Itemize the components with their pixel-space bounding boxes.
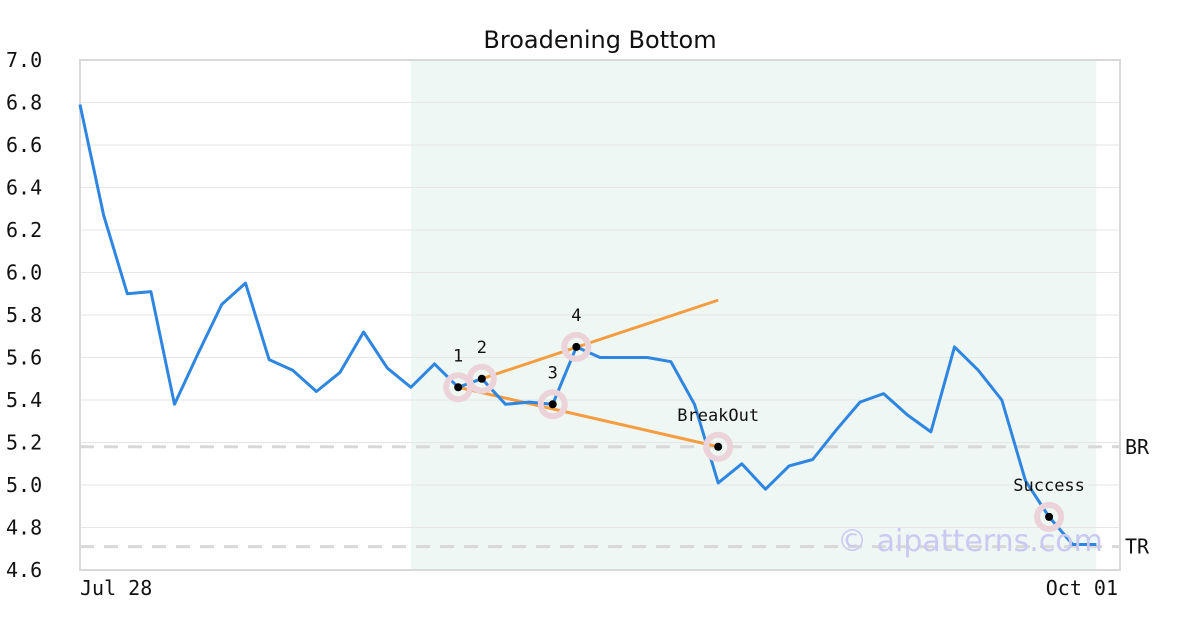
marker-halo	[466, 363, 497, 394]
trendline	[457, 385, 719, 449]
y-tick-label: 6.4	[6, 176, 42, 200]
annotation-label: 1	[453, 346, 463, 366]
y-axis: 7.0 6.8 6.6 6.4 6.2 6.0 5.8 5.6 5.4 5.2 5.0 4.8 4.6	[6, 48, 42, 582]
trendline	[481, 298, 719, 381]
y-tick-label: 5.2	[6, 431, 42, 455]
y-tick-label: 5.8	[6, 303, 42, 327]
level-lines: BR TR	[80, 435, 1150, 559]
x-tick-label-last: Oct 01	[1046, 576, 1118, 600]
annotation-label: 4	[571, 306, 581, 326]
y-tick-label: 5.0	[6, 473, 42, 497]
watermark: © aipatterns.com	[837, 524, 1103, 559]
marker-dot	[1045, 512, 1054, 521]
marker-dot	[454, 383, 463, 392]
y-tick-label: 6.0	[6, 261, 42, 285]
x-axis: Jul 28 Oct 01	[80, 576, 1118, 600]
marker-dot	[477, 374, 486, 383]
level-label-tr: TR	[1125, 535, 1150, 559]
level-label-br: BR	[1125, 435, 1150, 459]
annotation-label: BreakOut	[677, 406, 759, 426]
marker-halo	[1034, 501, 1065, 532]
marker-dot	[548, 400, 557, 409]
marker-dot	[714, 442, 723, 451]
chart-title: Broadening Bottom	[483, 26, 716, 54]
y-tick-label: 6.8	[6, 91, 42, 115]
y-tick-label: 4.6	[6, 558, 42, 582]
marker-halo	[703, 431, 734, 462]
y-tick-label: 5.6	[6, 346, 42, 370]
marker-halo	[537, 389, 568, 420]
y-tick-label: 7.0	[6, 48, 42, 72]
trendlines	[457, 298, 719, 449]
annotation-label: 3	[548, 363, 558, 383]
plot-frame	[79, 59, 1121, 571]
x-tick-label-first: Jul 28	[80, 576, 152, 600]
y-tick-label: 6.6	[6, 133, 42, 157]
annotation-label: 2	[477, 338, 487, 358]
annotation-markers: 1 2 3 4 BreakOut Success	[443, 306, 1085, 532]
y-tick-label: 5.4	[6, 388, 42, 412]
y-tick-label: 4.8	[6, 516, 42, 540]
annotation-label: Success	[1013, 476, 1085, 496]
marker-halo	[561, 331, 592, 362]
marker-dot	[572, 342, 581, 351]
y-tick-label: 6.2	[6, 218, 42, 242]
gridlines	[80, 59, 1120, 571]
